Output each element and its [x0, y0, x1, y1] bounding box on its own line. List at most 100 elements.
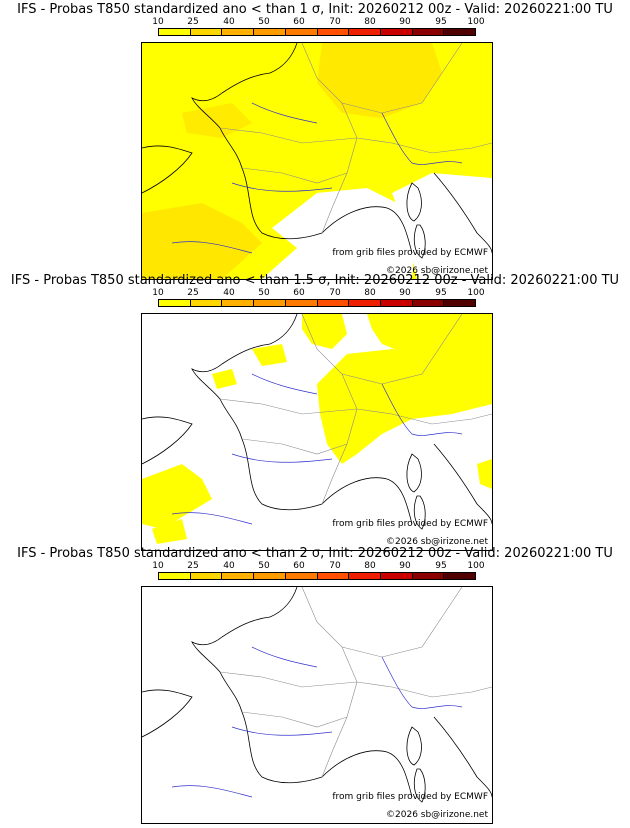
- scale-tick: 60: [293, 17, 305, 27]
- scale-swatch: [444, 29, 476, 35]
- panel-title: IFS - Probas T850 standardized ano < tha…: [17, 2, 613, 17]
- map-canvas: [142, 587, 492, 803]
- scale-tick: 40: [223, 17, 235, 27]
- scale-tick: 100: [467, 561, 485, 571]
- scale-tick: 70: [329, 17, 341, 27]
- scale-tick: 10: [152, 17, 164, 27]
- scale-swatch: [317, 29, 350, 35]
- scale-swatch: [380, 573, 413, 579]
- river: [171, 241, 253, 254]
- scale-swatch: [190, 29, 223, 35]
- river: [381, 112, 463, 165]
- coastline: [142, 145, 193, 194]
- coastline: [406, 726, 422, 766]
- scale-swatch: [190, 573, 223, 579]
- scale-swatch: [349, 300, 381, 306]
- panel-title: IFS - Probas T850 standardized ano < tha…: [17, 546, 613, 561]
- probability-map[interactable]: from grib files provided by ECMWF ©2026 …: [141, 42, 493, 280]
- scale-tick: 50: [258, 561, 270, 571]
- coastline: [413, 768, 426, 803]
- river: [171, 785, 253, 798]
- scale-tick: 50: [258, 288, 270, 298]
- scale-swatch: [159, 300, 191, 306]
- scale-tick: 100: [467, 288, 485, 298]
- color-scale-bar: [158, 299, 476, 307]
- probability-area-orange: [317, 43, 442, 118]
- scale-tick: 80: [364, 17, 376, 27]
- data-source-credit: from grib files provided by ECMWF: [332, 519, 488, 529]
- coastline: [191, 314, 323, 511]
- probability-area-yellow: [477, 459, 492, 489]
- map-canvas: [142, 43, 492, 279]
- scale-tick: 25: [187, 561, 199, 571]
- probability-area-yellow: [152, 519, 187, 544]
- scale-swatch: [444, 300, 476, 306]
- scale-swatch: [254, 29, 286, 35]
- coastline: [142, 416, 193, 465]
- coastline: [321, 477, 413, 525]
- border-line: [356, 408, 492, 425]
- river: [251, 102, 318, 124]
- scale-tick: 90: [399, 561, 411, 571]
- coastline: [406, 182, 422, 222]
- scale-swatch: [285, 573, 318, 579]
- scale-swatch: [412, 573, 445, 579]
- scale-swatch: [412, 300, 445, 306]
- scale-swatch: [349, 573, 381, 579]
- probability-area-orange: [182, 103, 252, 138]
- scale-tick: 95: [435, 288, 447, 298]
- color-scale-labels: 10 25 40 50 60 70 80 90 95 100: [152, 561, 484, 572]
- scale-tick: 60: [293, 288, 305, 298]
- scale-swatch: [254, 300, 286, 306]
- border-line: [241, 438, 348, 455]
- probability-area-yellow: [367, 314, 492, 359]
- scale-swatch: [317, 300, 350, 306]
- color-scale-bar: [158, 28, 476, 36]
- probability-map[interactable]: from grib files provided by ECMWF ©2026 …: [141, 586, 493, 824]
- scale-swatch: [159, 29, 191, 35]
- sea-area: [262, 188, 417, 279]
- river: [231, 726, 333, 736]
- scale-swatch: [254, 573, 286, 579]
- scale-tick: 25: [187, 17, 199, 27]
- coastline: [191, 43, 323, 240]
- border-line: [341, 314, 463, 385]
- probability-area-yellow: [302, 314, 347, 349]
- scale-swatch: [317, 573, 350, 579]
- scale-swatch: [222, 29, 255, 35]
- probability-map[interactable]: from grib files provided by ECMWF ©2026 …: [141, 313, 493, 551]
- data-source-credit: from grib files provided by ECMWF: [332, 248, 488, 258]
- scale-swatch: [380, 29, 413, 35]
- border-line: [219, 671, 358, 688]
- scale-swatch: [285, 300, 318, 306]
- color-scale-labels: 10 25 40 50 60 70 80 90 95 100: [152, 288, 484, 299]
- scale-swatch: [190, 300, 223, 306]
- border-line: [356, 681, 492, 698]
- coastline: [321, 206, 413, 254]
- scale-swatch: [380, 300, 413, 306]
- map-panel-2: IFS - Probas T850 standardized ano < tha…: [0, 273, 630, 551]
- scale-tick: 40: [223, 561, 235, 571]
- scale-swatch: [349, 29, 381, 35]
- probability-area-yellow: [317, 344, 492, 464]
- scale-tick: 50: [258, 17, 270, 27]
- probability-area-yellow: [212, 369, 237, 389]
- scale-tick: 70: [329, 288, 341, 298]
- coastline: [433, 716, 492, 798]
- river: [381, 656, 463, 709]
- coastline: [413, 495, 426, 530]
- coastline: [406, 453, 422, 493]
- border-line: [241, 711, 348, 728]
- coastline: [433, 443, 492, 525]
- river: [231, 453, 333, 463]
- color-scale-bar: [158, 572, 476, 580]
- river: [231, 182, 333, 192]
- probability-area-yellow: [252, 344, 287, 366]
- scale-tick: 10: [152, 288, 164, 298]
- scale-swatch: [412, 29, 445, 35]
- coastline: [191, 587, 323, 784]
- border-line: [341, 587, 463, 658]
- river: [251, 646, 318, 668]
- border-line: [356, 137, 492, 154]
- coastline: [142, 689, 193, 738]
